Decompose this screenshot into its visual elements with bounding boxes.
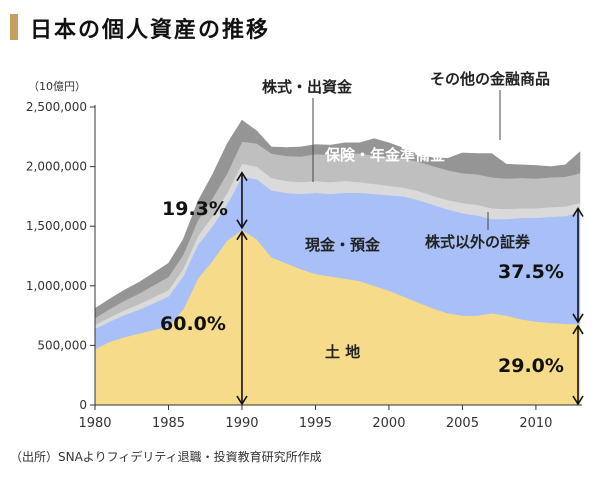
arrow-2013-land-head-top [572,324,584,335]
label-pct-2013-deposits: 37.5% [498,261,564,283]
arrow-1990-land-head-bottom [236,395,248,406]
chart: 0 500,000 1,000,000 1,500,000 2,000,000 2,500… [26,70,584,431]
area-series-4 [94,119,581,319]
arrow-2013-deposits-head-bottom [572,313,584,324]
x-tick-label: 2000 [372,416,405,431]
annotation-layer: 19.3% 60.0% 37.5% 29.0% 株式・出資金 その他の金融商品保険・年金準… [160,70,584,406]
x-tick-label: 1985 [152,416,185,431]
x-tick-label: 1980 [78,416,111,431]
arrow-1990-deposits-head-top [236,171,248,182]
arrow-1990-land-head-top [236,230,248,241]
source-note: （出所）SNAよりフィデリティ退職・投資教育研究所作成 [10,450,322,464]
label-insurance: 保険・年金準備金 [324,146,446,164]
area-layer [94,119,581,406]
axes-layer: 0 500,000 1,000,000 1,500,000 2,000,000 2,500… [26,80,582,431]
y-tick-label: 1,500,000 [26,219,87,233]
page-title: 日本の個人資産の推移 [30,18,271,43]
y-unit-label: （10億円） [28,80,86,93]
label-pct-2013-land: 29.0% [498,355,564,377]
arrow-2013-deposits-head-top [572,206,584,217]
x-tick-label: 1990 [225,416,258,431]
label-land: 土 地 [325,343,360,361]
label-other-financial: その他の金融商品 [430,70,550,88]
y-tick-label: 0 [79,398,87,412]
title-accent-bar [10,14,18,40]
x-tick-label: 2005 [446,416,479,431]
x-tick-label: 2010 [519,416,552,431]
label-stocks: 株式・出資金 [262,78,353,96]
y-tick-label: 2,500,000 [26,100,87,114]
label-securities: 株式以外の証券 [425,233,531,251]
arrow-2013-land-head-bottom [572,395,584,406]
y-tick-label: 1,000,000 [26,279,87,293]
label-pct-1990-deposits: 19.3% [162,198,228,220]
label-pct-1990-land: 60.0% [160,313,226,335]
arrow-1990-deposits-head-bottom [236,219,248,230]
y-tick-label: 2,000,000 [26,160,87,174]
y-tick-label: 500,000 [37,338,87,352]
label-deposits: 現金・預金 [305,236,381,254]
x-tick-label: 1995 [299,416,332,431]
